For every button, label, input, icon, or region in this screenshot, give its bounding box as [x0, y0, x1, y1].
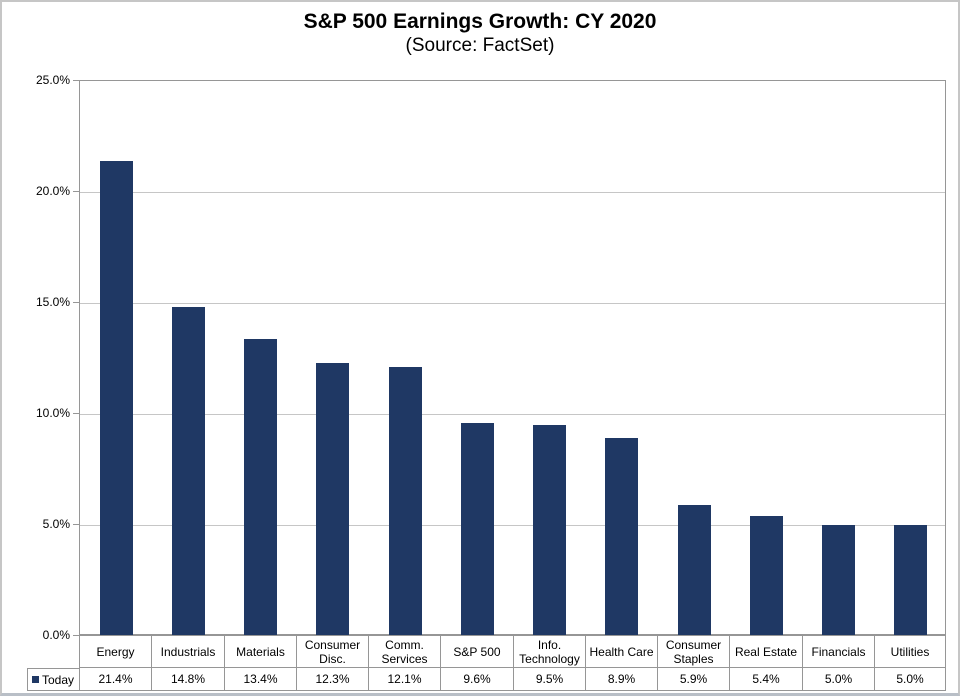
ytick-label-0: 0.0% — [42, 628, 70, 642]
legend-cell: Today — [27, 668, 80, 691]
category-cell-info-technology: Info. Technology — [513, 635, 585, 668]
ytick-label-20: 20.0% — [35, 184, 70, 198]
category-cell-utilities: Utilities — [874, 635, 946, 668]
gridline-15 — [80, 303, 945, 304]
ytick-mark-15 — [73, 302, 79, 303]
ytick-mark-5 — [73, 524, 79, 525]
ytick-mark-10 — [73, 413, 79, 414]
value-cell-s-p-500: 9.6% — [440, 668, 513, 691]
category-cell-real-estate: Real Estate — [729, 635, 802, 668]
bar-energy — [100, 161, 133, 636]
ytick-label-10: 10.0% — [35, 406, 70, 420]
value-cell-real-estate: 5.4% — [729, 668, 802, 691]
category-cell-consumer-staples: Consumer Staples — [657, 635, 729, 668]
ytick-mark-0 — [73, 635, 79, 636]
ytick-mark-25 — [73, 80, 79, 81]
value-cell-utilities: 5.0% — [874, 668, 946, 691]
ytick-label-25: 25.0% — [35, 73, 70, 87]
chart-subtitle: (Source: FactSet) — [405, 35, 555, 56]
bar-industrials — [172, 307, 205, 636]
category-cell-consumer-disc: Consumer Disc. — [296, 635, 368, 668]
ytick-label-15: 15.0% — [35, 295, 70, 309]
bar-health-care — [605, 438, 638, 636]
bar-materials — [244, 339, 277, 636]
ytick-label-5: 5.0% — [42, 517, 70, 531]
legend-marker-icon — [32, 676, 39, 683]
category-cell-s-p-500: S&P 500 — [440, 635, 513, 668]
bar-consumer-staples — [678, 505, 711, 636]
gridline-10 — [80, 414, 945, 415]
gridline-20 — [80, 192, 945, 193]
category-cell-energy: Energy — [79, 635, 151, 668]
value-cell-industrials: 14.8% — [151, 668, 224, 691]
value-cell-consumer-disc: 12.3% — [296, 668, 368, 691]
value-cell-financials: 5.0% — [802, 668, 874, 691]
value-cell-comm-services: 12.1% — [368, 668, 440, 691]
plot-area — [79, 80, 946, 636]
bar-s-p-500 — [461, 423, 494, 636]
value-cell-info-technology: 9.5% — [513, 668, 585, 691]
category-cell-comm-services: Comm. Services — [368, 635, 440, 668]
legend-label: Today — [42, 672, 75, 687]
value-cell-health-care: 8.9% — [585, 668, 657, 691]
bar-comm-services — [389, 367, 422, 636]
value-cell-energy: 21.4% — [79, 668, 151, 691]
gridline-5 — [80, 525, 945, 526]
category-cell-financials: Financials — [802, 635, 874, 668]
bar-info-technology — [533, 425, 566, 636]
chart-title: S&P 500 Earnings Growth: CY 2020 — [303, 10, 657, 33]
bar-financials — [822, 525, 855, 636]
bar-real-estate — [750, 516, 783, 636]
category-cell-industrials: Industrials — [151, 635, 224, 668]
bar-utilities — [894, 525, 927, 636]
category-cell-health-care: Health Care — [585, 635, 657, 668]
value-cell-consumer-staples: 5.9% — [657, 668, 729, 691]
ytick-mark-20 — [73, 191, 79, 192]
value-cell-materials: 13.4% — [224, 668, 296, 691]
category-cell-materials: Materials — [224, 635, 296, 668]
bar-consumer-disc — [316, 363, 349, 636]
